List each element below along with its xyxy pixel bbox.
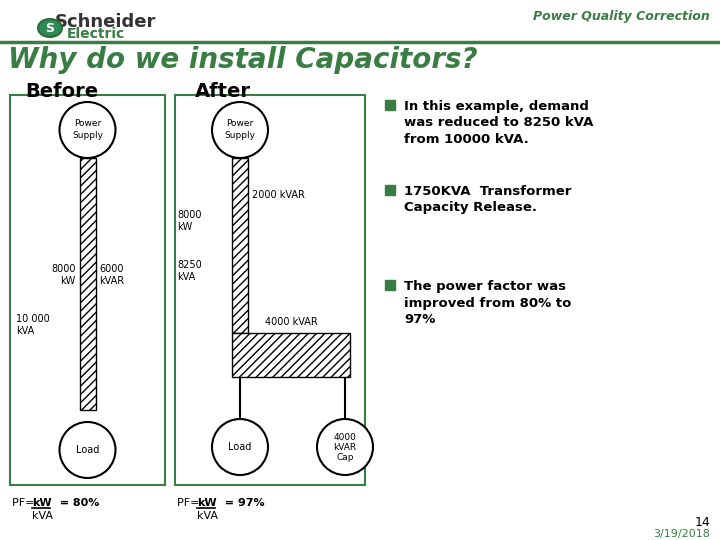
Text: 10 000: 10 000	[16, 314, 50, 324]
Text: Supply: Supply	[225, 132, 256, 140]
Text: kVA: kVA	[16, 326, 35, 336]
Text: 8000: 8000	[177, 211, 202, 220]
Text: 3/19/2018: 3/19/2018	[653, 529, 710, 539]
Bar	[79, 158, 96, 410]
Text: PF=: PF=	[12, 498, 42, 508]
Text: = 80%: = 80%	[52, 498, 99, 508]
Text: Supply: Supply	[72, 132, 103, 140]
Text: kVA: kVA	[32, 511, 53, 521]
Text: Power Quality Correction: Power Quality Correction	[534, 10, 710, 23]
Text: Before: Before	[25, 82, 98, 101]
Text: In this example, demand
was reduced to 8250 kVA
from 10000 kVA.: In this example, demand was reduced to 8…	[404, 100, 593, 146]
Text: Cap: Cap	[336, 454, 354, 462]
Text: = 97%: = 97%	[217, 498, 265, 508]
Bar	[10, 95, 165, 485]
Text: The power factor was
improved from 80% to
97%: The power factor was improved from 80% t…	[404, 280, 572, 326]
Circle shape	[60, 102, 115, 158]
Bar	[232, 158, 248, 333]
Text: 4000: 4000	[333, 434, 356, 442]
Text: 8000: 8000	[51, 264, 76, 274]
Text: Power: Power	[74, 119, 101, 129]
Bar	[232, 333, 350, 377]
Circle shape	[212, 102, 268, 158]
Text: 8250: 8250	[177, 260, 202, 271]
Text: PF=: PF=	[177, 498, 207, 508]
Text: Why do we install Capacitors?: Why do we install Capacitors?	[8, 46, 477, 74]
Text: 4000 kVAR: 4000 kVAR	[265, 317, 318, 327]
Text: Power: Power	[226, 119, 253, 129]
Text: Load: Load	[228, 442, 252, 452]
Text: S: S	[45, 22, 55, 35]
Text: Electric: Electric	[67, 27, 125, 41]
Text: kVAR: kVAR	[99, 276, 125, 286]
Text: 2000 kVAR: 2000 kVAR	[252, 191, 305, 200]
Text: After: After	[195, 82, 251, 101]
Text: kW: kW	[197, 498, 217, 508]
Text: 6000: 6000	[99, 264, 124, 274]
Text: kVA: kVA	[177, 273, 195, 282]
Circle shape	[317, 419, 373, 475]
Text: 1750KVA  Transformer
Capacity Release.: 1750KVA Transformer Capacity Release.	[404, 185, 572, 214]
Ellipse shape	[38, 19, 62, 37]
Text: Schneider: Schneider	[55, 13, 156, 31]
Text: Load: Load	[76, 445, 99, 455]
Bar	[175, 95, 365, 485]
Circle shape	[212, 419, 268, 475]
Text: kVAR: kVAR	[333, 443, 356, 453]
Text: kW: kW	[32, 498, 52, 508]
Text: kW: kW	[177, 222, 192, 233]
Text: 14: 14	[694, 516, 710, 529]
Text: kVA: kVA	[197, 511, 218, 521]
Text: kW: kW	[60, 276, 76, 286]
Circle shape	[60, 422, 115, 478]
